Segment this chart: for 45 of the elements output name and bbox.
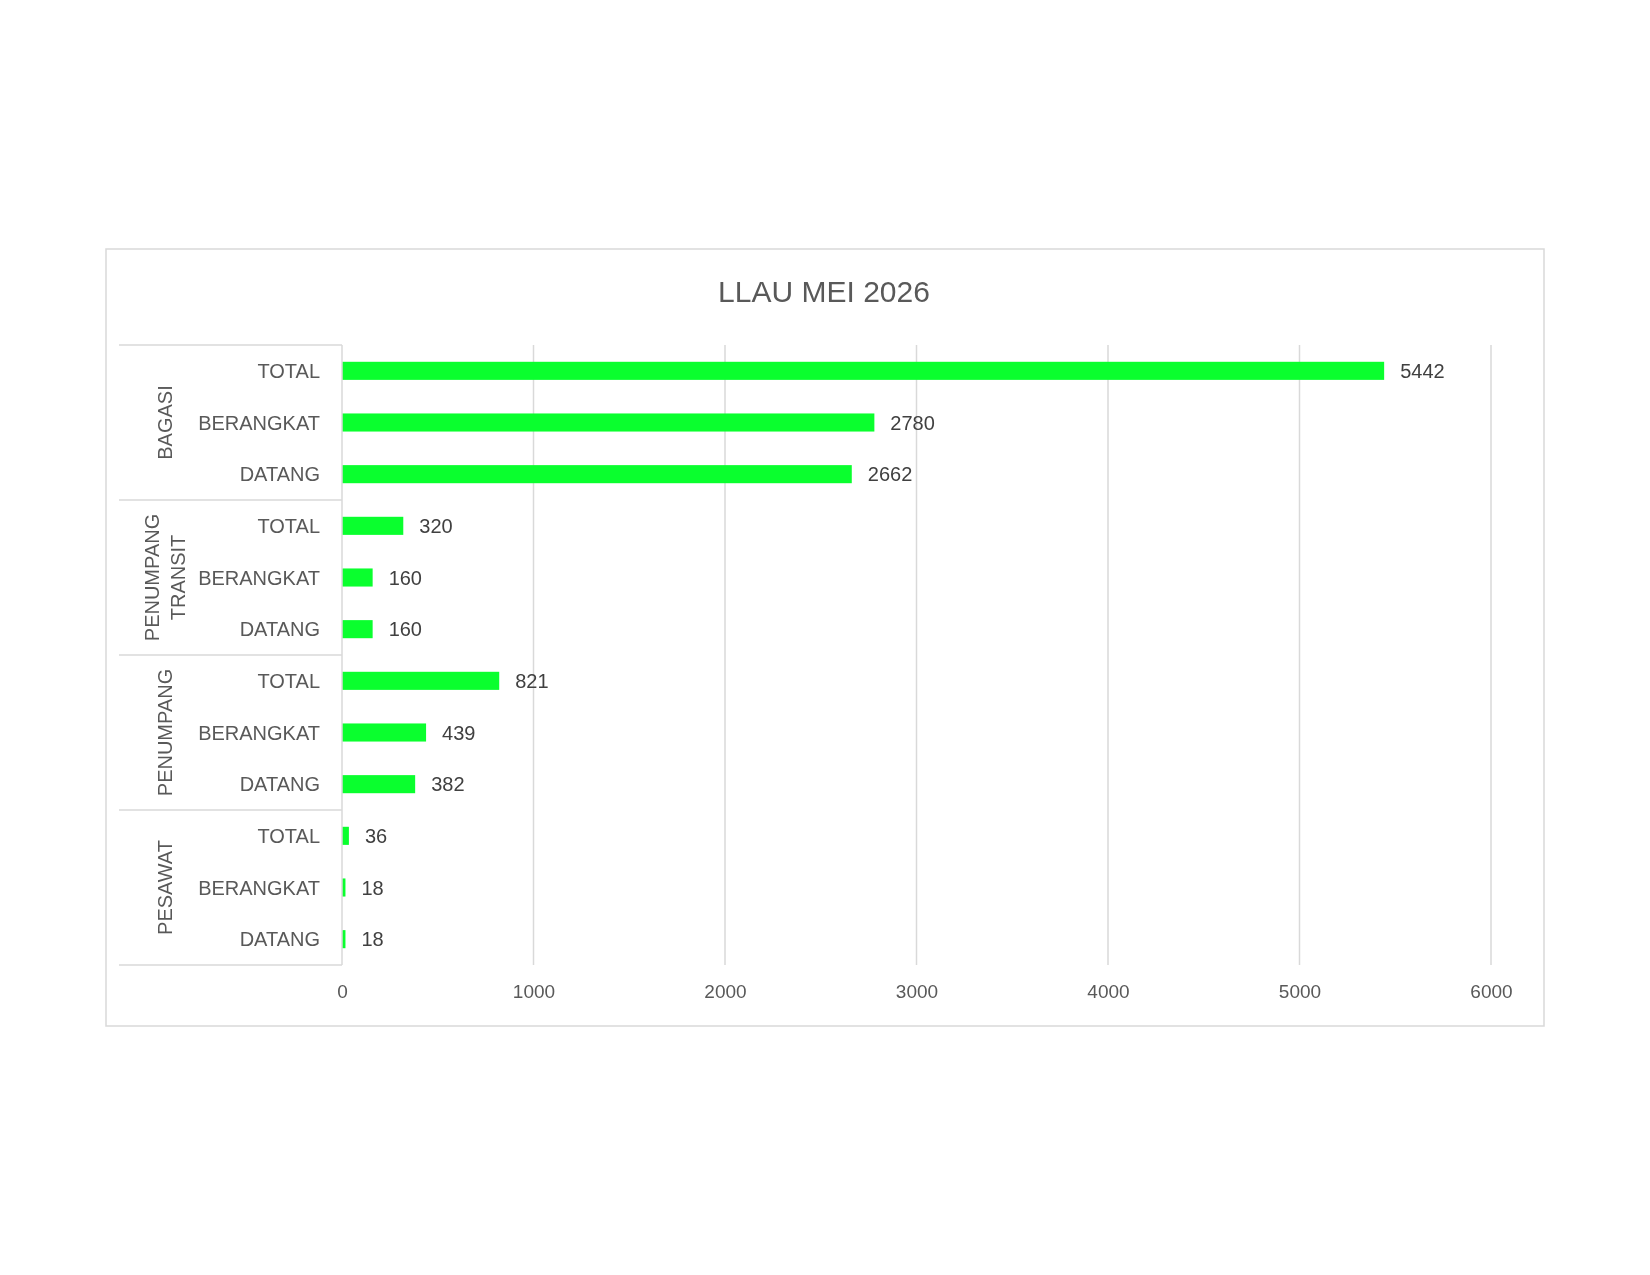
y-tick-label: TOTAL	[257, 359, 320, 382]
y-tick-label: DATANG	[239, 463, 320, 486]
data-label: 821	[515, 669, 549, 692]
x-tick-label: 3000	[895, 981, 939, 1003]
y-tick-label: TOTAL	[257, 669, 320, 692]
text: BAGASI	[154, 385, 176, 460]
y-tick-label: BERANGKAT	[198, 721, 320, 744]
data-label: 160	[388, 618, 423, 641]
x-tick-label: 5000	[1278, 981, 1322, 1003]
data-label: 18	[361, 876, 384, 899]
text: PENUMPANG	[154, 668, 176, 797]
bar	[342, 620, 373, 639]
x-tick-label: 0	[337, 981, 348, 1003]
bar	[342, 568, 373, 587]
x-tick-label: 2000	[704, 981, 747, 1003]
bar	[342, 465, 852, 484]
bar	[342, 361, 1385, 380]
bar	[342, 413, 875, 432]
y-tick-label: TOTAL	[257, 824, 320, 847]
data-label: 2662	[867, 463, 913, 486]
data-label: 439	[442, 721, 476, 744]
bar	[342, 775, 416, 794]
data-label: 18	[361, 928, 384, 951]
bar	[342, 671, 500, 690]
y-tick-label: DATANG	[239, 773, 320, 796]
text: PENUMPANG TRANSIT	[141, 513, 189, 642]
y-tick-label: BERANGKAT	[198, 411, 320, 434]
text: PESAWAT	[154, 840, 176, 935]
data-label: 382	[431, 773, 465, 796]
y-tick-label: TOTAL	[257, 514, 320, 537]
x-tick-label: 6000	[1470, 981, 1513, 1003]
data-label: 320	[419, 514, 453, 537]
data-label: 5442	[1400, 359, 1445, 382]
y-tick-label: DATANG	[239, 618, 320, 641]
x-tick-label: 1000	[512, 981, 556, 1003]
y-tick-label: BERANGKAT	[198, 876, 320, 899]
data-label: 36	[364, 824, 388, 847]
data-label: 160	[388, 566, 423, 589]
bar	[342, 516, 404, 535]
y-tick-label: DATANG	[239, 928, 320, 951]
x-tick-label: 4000	[1087, 981, 1130, 1003]
y-tick-label: BERANGKAT	[198, 566, 320, 589]
data-label: 2780	[890, 411, 935, 434]
bar	[342, 723, 427, 742]
chart-title: LLAU MEI 2026	[718, 275, 930, 308]
